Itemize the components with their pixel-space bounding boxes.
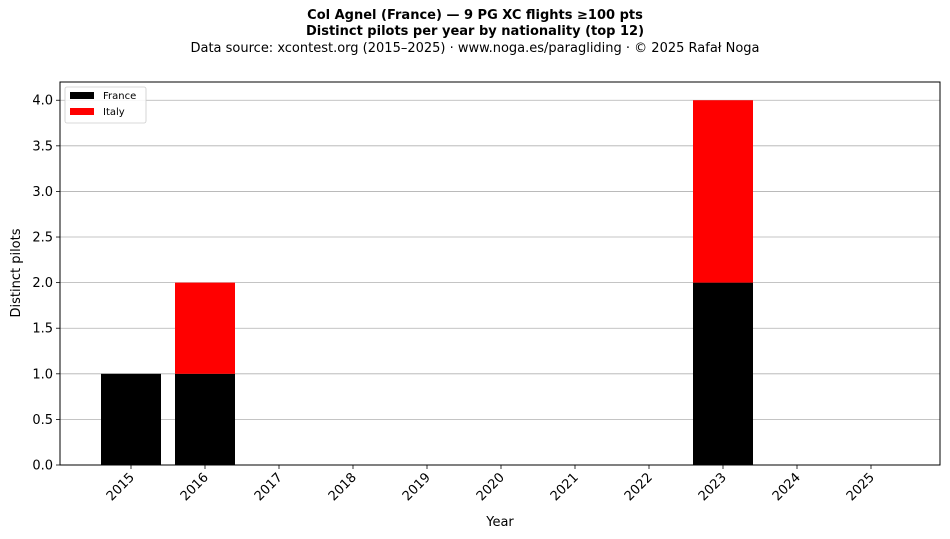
chart-titles: Col Agnel (France) — 9 PG XC flights ≥10… [0, 8, 950, 58]
x-tick-label: 2018 [326, 470, 360, 504]
x-tick-label: 2025 [844, 470, 878, 504]
x-tick-label: 2024 [770, 470, 804, 504]
legend-label-italy: Italy [103, 107, 125, 118]
legend: France Italy [64, 86, 147, 124]
chart-source: Data source: xcontest.org (2015–2025) · … [190, 41, 760, 56]
chart-subtitle: Distinct pilots per year by nationality … [305, 24, 645, 39]
y-tick-label: 3.0 [32, 185, 53, 200]
legend-label-france: France [103, 91, 136, 102]
plot-frame [59, 81, 941, 466]
x-tick-label: 2022 [622, 470, 656, 504]
chart-title: Col Agnel (France) — 9 PG XC flights ≥10… [307, 8, 643, 23]
y-axis: 0.0 0.5 1.0 1.5 2.0 2.5 3.0 3.5 4.0 [32, 94, 60, 474]
bar-france-2016 [175, 373, 235, 465]
y-tick-label: 4.0 [32, 94, 53, 109]
x-tick-label: 2015 [104, 470, 138, 504]
x-tick-label: 2016 [178, 470, 212, 504]
x-tick-label: 2021 [548, 470, 582, 504]
x-tick-label: 2017 [252, 470, 286, 504]
y-tick-label: 2.0 [32, 276, 53, 291]
y-tick-label: 0.0 [32, 459, 53, 474]
y-axis-label: Distinct pilots [9, 228, 24, 317]
y-tick-label: 3.5 [32, 139, 53, 154]
bar-italy-2016 [175, 282, 235, 374]
legend-swatch-italy [70, 108, 94, 115]
x-axis: 2015 2016 2017 2018 2019 2020 2021 2022 2023 2024… [104, 465, 878, 504]
y-tick-label: 0.5 [32, 413, 53, 428]
x-tick-label: 2019 [400, 470, 434, 504]
x-tick-label: 2023 [696, 470, 730, 504]
y-tick-label: 1.0 [32, 367, 53, 382]
y-tick-label: 2.5 [32, 231, 53, 246]
bars [101, 100, 753, 465]
x-tick-label: 2020 [474, 470, 508, 504]
bar-france-2023 [693, 282, 753, 465]
y-tick-label: 1.5 [32, 322, 53, 337]
bar-italy-2023 [693, 100, 753, 283]
legend-swatch-france [70, 92, 94, 99]
bar-france-2015 [101, 373, 161, 465]
x-axis-label: Year [485, 515, 514, 530]
